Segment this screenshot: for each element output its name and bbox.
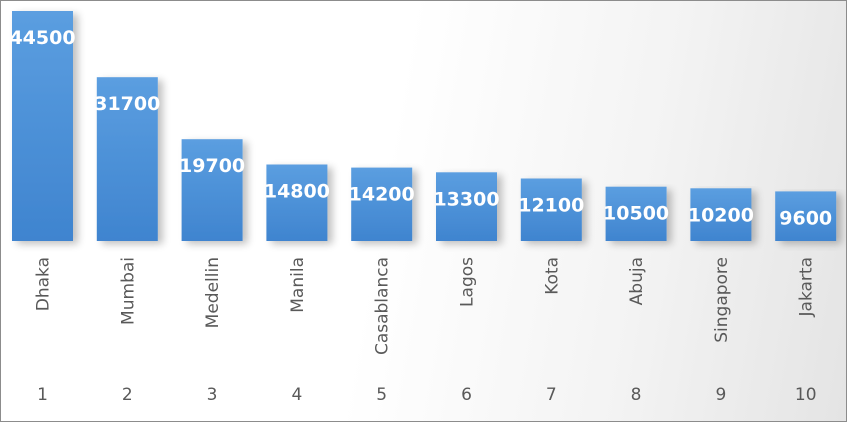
rank-label: 9: [715, 385, 726, 405]
bar-abuja: [605, 186, 667, 241]
rank-label: 4: [291, 385, 302, 405]
category-label: Medellin: [203, 257, 223, 328]
rank-label: 10: [795, 385, 817, 405]
category-label: Manila: [288, 257, 308, 313]
bars-layer: [12, 11, 837, 241]
bar-casablanca: [351, 167, 413, 241]
value-label: 31700: [94, 93, 160, 115]
bar-jakarta: [775, 191, 837, 241]
category-labels-layer: Dhaka Mumbai Medellin Manila Casablanca Lagos…: [34, 257, 817, 355]
value-label: 10200: [688, 204, 754, 226]
rank-label: 6: [461, 385, 472, 405]
category-label: Jakarta: [797, 257, 817, 317]
value-label: 19700: [179, 155, 245, 177]
value-label: 9600: [779, 207, 832, 229]
rank-label: 3: [207, 385, 218, 405]
rank-label: 1: [37, 385, 48, 405]
rank-label: 5: [376, 385, 387, 405]
value-label: 10500: [603, 203, 669, 225]
value-label: 14200: [349, 184, 415, 206]
rank-label: 7: [546, 385, 557, 405]
category-label: Abuja: [627, 257, 647, 305]
value-labels-layer: 44500 31700 19700 14800 14200 13300 12100 10500…: [9, 27, 832, 229]
value-label: 12100: [518, 195, 584, 217]
value-label: 13300: [433, 188, 499, 210]
bar-mumbai: [96, 77, 158, 241]
category-label: Singapore: [712, 257, 732, 343]
bar-manila: [266, 164, 328, 241]
category-label: Kota: [542, 257, 562, 295]
category-label: Lagos: [458, 257, 478, 307]
value-label: 14800: [264, 181, 330, 203]
bar-lagos: [436, 172, 497, 241]
bar-singapore: [690, 188, 752, 241]
bar-kota: [520, 178, 582, 241]
value-label: 44500: [9, 27, 75, 49]
bar-medellin: [181, 139, 243, 241]
category-label: Casablanca: [373, 257, 393, 355]
category-label: Mumbai: [118, 257, 138, 325]
rank-labels-layer: 1 2 3 4 5 6 7 8 9 10: [37, 385, 816, 405]
rank-label: 2: [122, 385, 133, 405]
rank-label: 8: [631, 385, 642, 405]
category-label: Dhaka: [34, 257, 54, 311]
bar-dhaka: [12, 11, 73, 241]
